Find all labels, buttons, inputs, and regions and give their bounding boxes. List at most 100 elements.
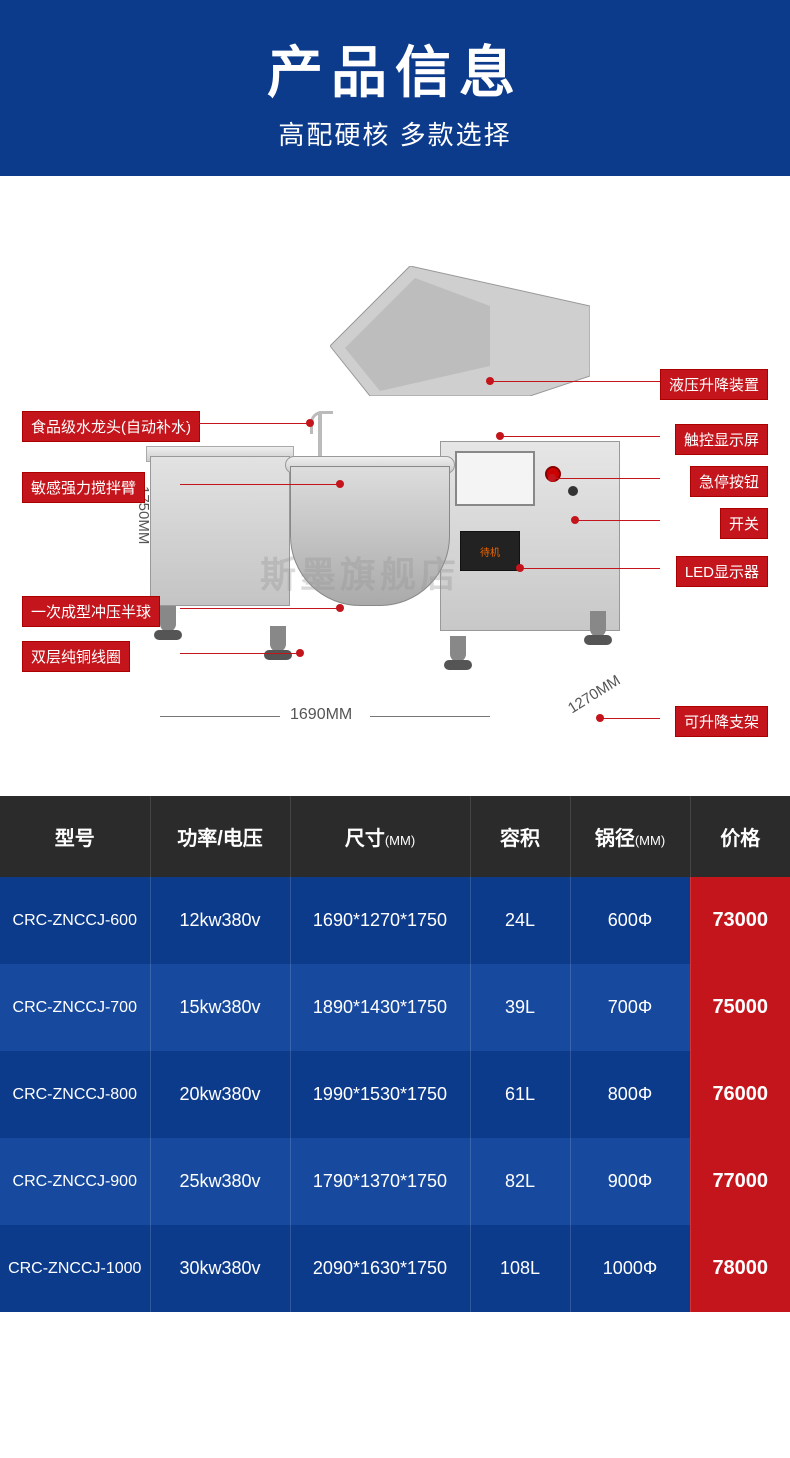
dimension-width: 1690MM [290, 706, 352, 724]
callout-label: 液压升降装置 [660, 369, 768, 400]
cell-volume: 39L [470, 964, 570, 1051]
cell-model: CRC-ZNCCJ-700 [0, 964, 150, 1051]
header-label: 型号 [55, 828, 95, 850]
callout-dot [336, 604, 344, 612]
header-unit: (MM) [385, 833, 415, 848]
table-row: CRC-ZNCCJ-80020kw380v1990*1530*175061L80… [0, 1051, 790, 1138]
cell-diameter: 900Φ [570, 1138, 690, 1225]
cell-power: 15kw380v [150, 964, 290, 1051]
callout-line [180, 608, 340, 609]
col-model: 型号 [0, 796, 150, 877]
cell-size: 1690*1270*1750 [290, 877, 470, 964]
col-volume: 容积 [470, 796, 570, 877]
cell-diameter: 1000Φ [570, 1225, 690, 1312]
callout-label: 食品级水龙头(自动补水) [22, 411, 200, 442]
cell-volume: 108L [470, 1225, 570, 1312]
cell-price: 73000 [690, 877, 790, 964]
table-row: CRC-ZNCCJ-70015kw380v1890*1430*175039L70… [0, 964, 790, 1051]
cell-power: 30kw380v [150, 1225, 290, 1312]
cell-size: 2090*1630*1750 [290, 1225, 470, 1312]
callout-line [520, 568, 660, 569]
header-label: 功率/电压 [177, 828, 263, 850]
callout-label: 开关 [720, 508, 768, 539]
foot [154, 630, 182, 640]
product-diagram: 待机 斯墨旗舰店 1690MM 1750MM 1270MM 食品级水龙头(自动补… [0, 176, 790, 796]
page-subtitle: 高配硬核 多款选择 [0, 115, 790, 152]
cell-volume: 24L [470, 877, 570, 964]
header: 产品信息 高配硬核 多款选择 [0, 0, 790, 176]
table-header-row: 型号 功率/电压 尺寸(MM) 容积 锅径(MM) 价格 [0, 796, 790, 877]
foot [444, 660, 472, 670]
cell-size: 1890*1430*1750 [290, 964, 470, 1051]
cell-power: 12kw380v [150, 877, 290, 964]
callout-label: 敏感强力搅拌臂 [22, 472, 145, 503]
callout-dot [548, 474, 556, 482]
callout-line [552, 478, 660, 479]
callout-dot [596, 714, 604, 722]
leg [590, 611, 606, 637]
callout-label: 触控显示屏 [675, 424, 768, 455]
machine-illustration: 待机 [150, 266, 640, 696]
cell-size: 1990*1530*1750 [290, 1051, 470, 1138]
table-row: CRC-ZNCCJ-90025kw380v1790*1370*175082L90… [0, 1138, 790, 1225]
callout-dot [571, 516, 579, 524]
cell-model: CRC-ZNCCJ-1000 [0, 1225, 150, 1312]
leg [270, 626, 286, 652]
led-display: 待机 [460, 531, 520, 571]
table-row: CRC-ZNCCJ-60012kw380v1690*1270*175024L60… [0, 877, 790, 964]
header-label: 尺寸 [345, 828, 385, 850]
callout-label: 一次成型冲压半球 [22, 596, 160, 627]
cell-diameter: 700Φ [570, 964, 690, 1051]
cell-volume: 82L [470, 1138, 570, 1225]
cell-model: CRC-ZNCCJ-900 [0, 1138, 150, 1225]
faucet [310, 411, 340, 461]
callout-label: 可升降支架 [675, 706, 768, 737]
callout-line [575, 520, 660, 521]
cell-price: 77000 [690, 1138, 790, 1225]
callout-line [490, 381, 660, 382]
cell-price: 75000 [690, 964, 790, 1051]
header-label: 容积 [500, 828, 540, 850]
page-title: 产品信息 [0, 28, 790, 109]
callout-line [600, 718, 660, 719]
header-unit: (MM) [635, 833, 665, 848]
touch-screen [455, 451, 535, 506]
callout-label: 双层纯铜线圈 [22, 641, 130, 672]
col-diameter: 锅径(MM) [570, 796, 690, 877]
callout-dot [496, 432, 504, 440]
cell-price: 76000 [690, 1051, 790, 1138]
col-price: 价格 [690, 796, 790, 877]
callout-dot [296, 649, 304, 657]
col-power: 功率/电压 [150, 796, 290, 877]
cell-model: CRC-ZNCCJ-600 [0, 877, 150, 964]
callout-dot [516, 564, 524, 572]
watermark: 斯墨旗舰店 [260, 546, 460, 598]
col-size: 尺寸(MM) [290, 796, 470, 877]
leg [450, 636, 466, 662]
leg [160, 606, 176, 632]
header-label: 锅径 [595, 828, 635, 850]
cell-size: 1790*1370*1750 [290, 1138, 470, 1225]
table-row: CRC-ZNCCJ-100030kw380v2090*1630*1750108L… [0, 1225, 790, 1312]
callout-line [500, 436, 660, 437]
spec-table: 型号 功率/电压 尺寸(MM) 容积 锅径(MM) 价格 CRC-ZNCCJ-6… [0, 796, 790, 1312]
callout-dot [306, 419, 314, 427]
cell-price: 78000 [690, 1225, 790, 1312]
callout-line [180, 423, 310, 424]
callout-dot [486, 377, 494, 385]
cell-power: 20kw380v [150, 1051, 290, 1138]
callout-label: LED显示器 [676, 556, 768, 587]
callout-line [180, 484, 340, 485]
foot [264, 650, 292, 660]
cell-diameter: 600Φ [570, 877, 690, 964]
cell-volume: 61L [470, 1051, 570, 1138]
cell-power: 25kw380v [150, 1138, 290, 1225]
cell-model: CRC-ZNCCJ-800 [0, 1051, 150, 1138]
callout-label: 急停按钮 [690, 466, 768, 497]
callout-line [180, 653, 300, 654]
header-label: 价格 [720, 828, 760, 850]
machine-hood [330, 266, 590, 396]
foot [584, 635, 612, 645]
callout-dot [336, 480, 344, 488]
power-switch [568, 486, 578, 496]
